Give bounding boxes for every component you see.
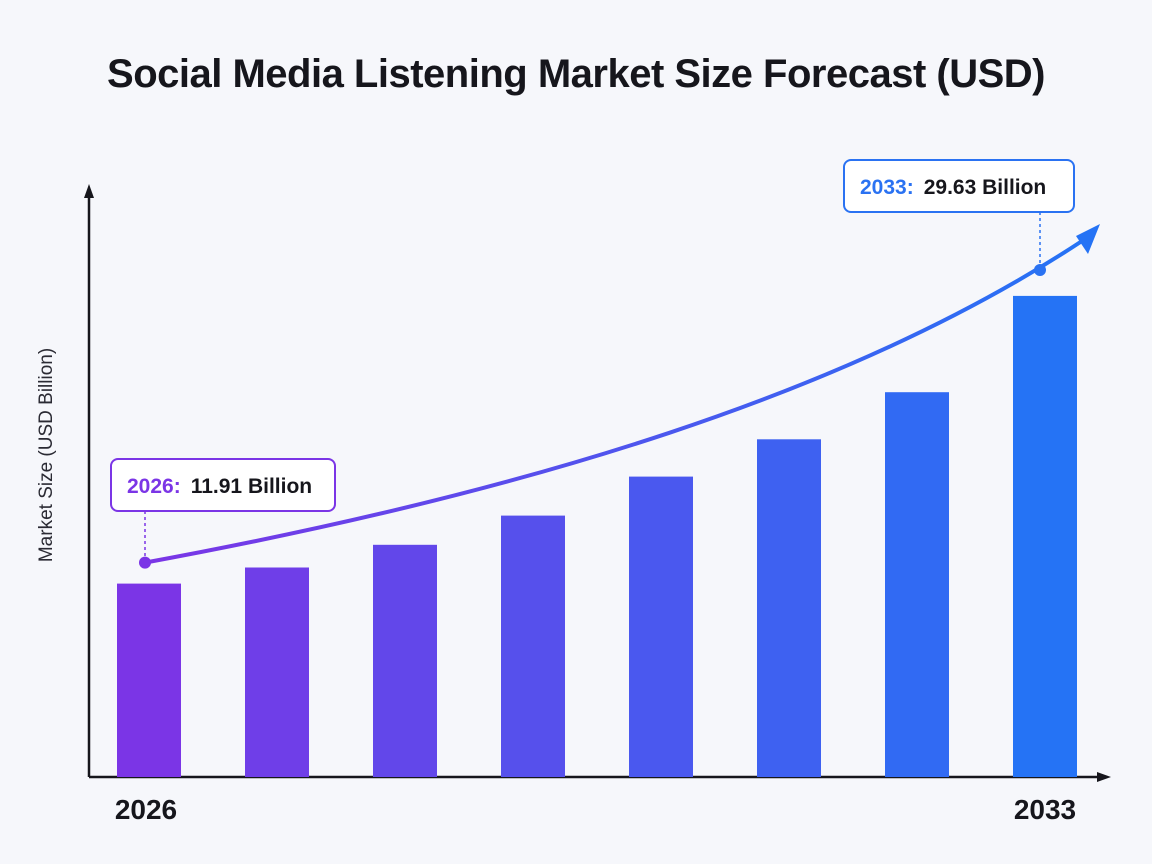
callout-text: 2033: 29.63 Billion — [860, 176, 1046, 199]
bars-group — [117, 295, 1077, 777]
chart-title: Social Media Listening Market Size Forec… — [107, 52, 1045, 96]
x-tick-label: 2033 — [1014, 794, 1076, 825]
bar-2029 — [501, 515, 565, 777]
bar-2026 — [117, 583, 181, 777]
trend-arrow-line — [143, 239, 1084, 565]
x-axis-arrowhead — [1097, 772, 1111, 782]
callout-dot — [1034, 264, 1046, 276]
trend-arrowhead — [1076, 224, 1100, 254]
callout-box — [843, 159, 1075, 213]
bar-2027 — [245, 567, 309, 777]
callouts-group: 2026: 11.91 Billion 2033: 29.63 Billion — [110, 159, 1075, 569]
callout-box — [110, 458, 336, 512]
y-axis-label: Market Size (USD Billion) — [36, 348, 57, 562]
callout-2026: 2026: 11.91 Billion — [110, 458, 336, 569]
y-axis-arrowhead — [84, 184, 94, 198]
bar-2030 — [629, 476, 693, 777]
bar-2032 — [885, 392, 949, 777]
bar-2033 — [1013, 295, 1077, 777]
callout-year: 2033: — [860, 176, 914, 199]
callout-value: 29.63 Billion — [924, 176, 1047, 199]
callout-text: 2026: 11.91 Billion — [127, 475, 312, 498]
callout-dot — [139, 556, 151, 569]
callout-2033: 2033: 29.63 Billion — [843, 159, 1075, 276]
callout-year: 2026: — [127, 475, 181, 498]
x-tick-label: 2026 — [115, 794, 177, 825]
bar-2028 — [373, 544, 437, 777]
callout-value: 11.91 Billion — [191, 475, 312, 498]
bar-2031 — [757, 439, 821, 777]
